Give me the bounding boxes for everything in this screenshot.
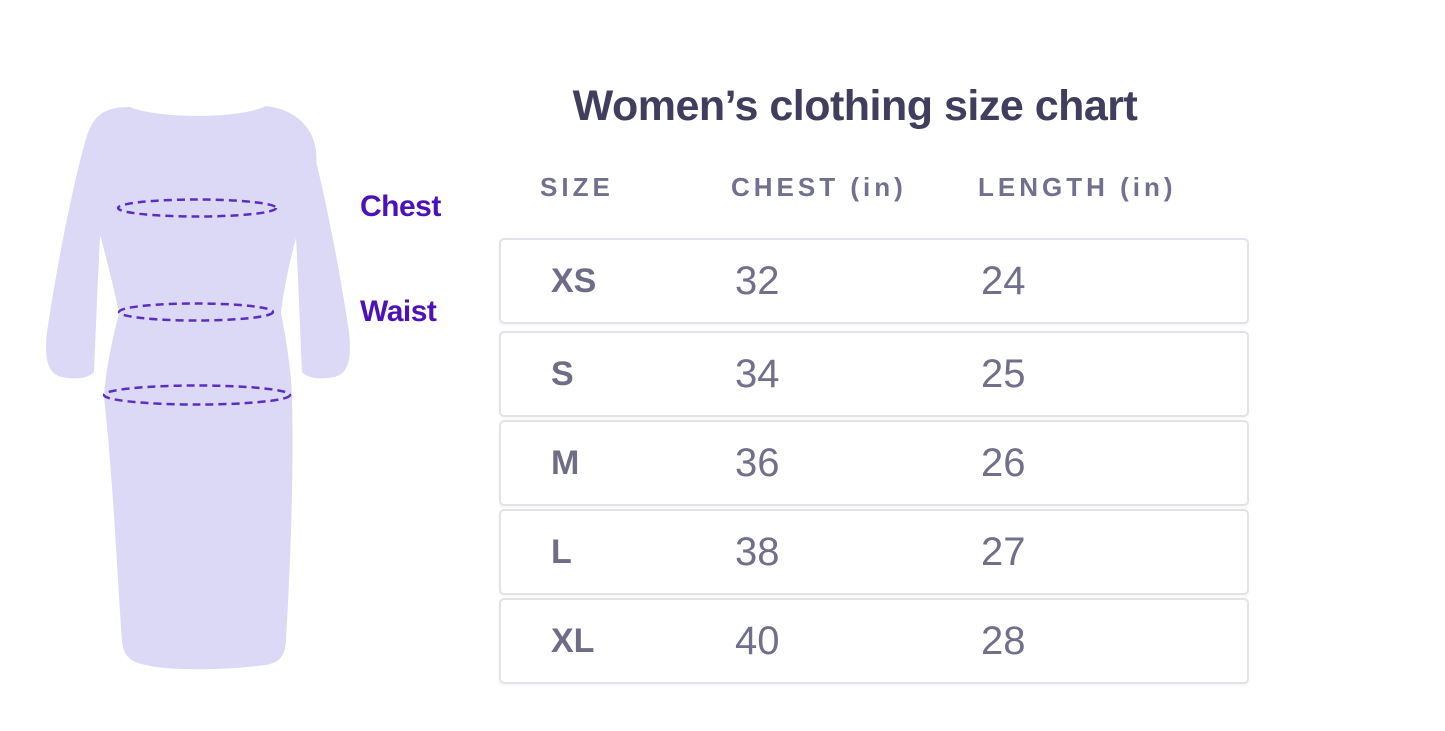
column-header-size: SIZE — [540, 172, 614, 202]
table-row-xl: XL 40 28 — [499, 598, 1249, 684]
waist-measure-line — [117, 302, 275, 322]
cell-length: 28 — [981, 618, 1026, 663]
cell-chest: 38 — [735, 529, 780, 574]
dress-right-sleeve-shape — [296, 132, 350, 379]
table-header-row: SIZE CHEST (in) LENGTH (in) — [499, 172, 1249, 202]
size-chart-table: SIZE CHEST (in) LENGTH (in) XS 32 24 S 3… — [499, 172, 1249, 687]
dress-illustration-icon — [46, 106, 350, 670]
cell-length: 25 — [981, 351, 1026, 396]
cell-length: 26 — [981, 440, 1026, 485]
hip-measure-line — [102, 384, 292, 406]
cell-chest: 32 — [735, 258, 780, 303]
cell-chest: 36 — [735, 440, 780, 485]
dress-left-sleeve-shape — [46, 132, 100, 379]
cell-size: XS — [551, 261, 597, 300]
cell-length: 27 — [981, 529, 1026, 574]
cell-size: XL — [551, 621, 595, 660]
table-row-s: S 34 25 — [499, 331, 1249, 417]
cell-length: 24 — [981, 258, 1026, 303]
chest-label: Chest — [360, 190, 441, 223]
chest-measure-line — [116, 198, 278, 218]
table-row-m: M 36 26 — [499, 420, 1249, 506]
cell-size: M — [551, 443, 580, 482]
size-guide-figure: Chest Waist — [0, 0, 480, 731]
cell-chest: 34 — [735, 351, 780, 396]
cell-size: S — [551, 354, 574, 393]
column-header-length: LENGTH (in) — [978, 172, 1177, 202]
cell-chest: 40 — [735, 618, 780, 663]
page-title: Women’s clothing size chart — [572, 82, 1138, 130]
table-row-xs: XS 32 24 — [499, 238, 1249, 324]
table-row-l: L 38 27 — [499, 509, 1249, 595]
waist-label: Waist — [360, 295, 437, 328]
cell-size: L — [551, 532, 572, 571]
dress-body-shape — [83, 106, 317, 670]
column-header-chest: CHEST (in) — [731, 172, 907, 202]
